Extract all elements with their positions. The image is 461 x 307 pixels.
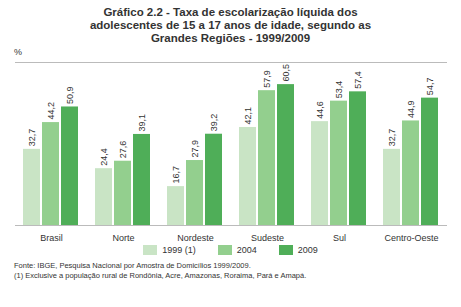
svg-text:Brasil: Brasil (40, 233, 63, 243)
html-text:Fonte: IBGE, Pesquisa Nacional: Fonte: IBGE, Pesquisa Nacional por Amost… (14, 261, 251, 270)
html-text:Gráfico 2.2 - Taxa de escolari: Gráfico 2.2 - Taxa de escolarização líqu… (89, 6, 372, 44)
svg-text:32,7: 32,7 (387, 129, 397, 147)
svg-text:39,2: 39,2 (209, 114, 219, 132)
svg-text:54,7: 54,7 (425, 78, 435, 96)
svg-text:44,2: 44,2 (46, 102, 56, 120)
svg-text:Sudeste: Sudeste (251, 233, 284, 243)
html-text:(1) Exclusive a população rura: (1) Exclusive a população rural de Rondô… (14, 270, 307, 280)
html-text:2009: 2009 (297, 245, 318, 255)
svg-text:57,4: 57,4 (353, 71, 363, 89)
svg-text:57,9: 57,9 (262, 70, 272, 88)
svg-text:27,6: 27,6 (118, 141, 128, 159)
html-text:2004: 2004 (236, 245, 257, 255)
svg-text:Nordeste: Nordeste (177, 233, 214, 243)
svg-text:60,5: 60,5 (281, 64, 291, 82)
svg-text:Norte: Norte (112, 233, 134, 243)
svg-text:39,1: 39,1 (137, 114, 147, 132)
svg-text:27,9: 27,9 (190, 140, 200, 158)
svg-text:24,4: 24,4 (99, 148, 109, 166)
svg-text:Sul: Sul (333, 233, 346, 243)
svg-text:42,1: 42,1 (243, 107, 253, 125)
svg-text:50,9: 50,9 (65, 86, 75, 104)
html-text:1999 (1): 1999 (1) (162, 245, 196, 255)
svg-text:53,4: 53,4 (334, 81, 344, 99)
svg-text:16,7: 16,7 (171, 166, 181, 184)
svg-text:Centro-Oeste: Centro-Oeste (384, 233, 438, 243)
svg-text:44,6: 44,6 (315, 101, 325, 119)
svg-text:44,9: 44,9 (406, 100, 416, 118)
svg-text:32,7: 32,7 (27, 129, 37, 147)
